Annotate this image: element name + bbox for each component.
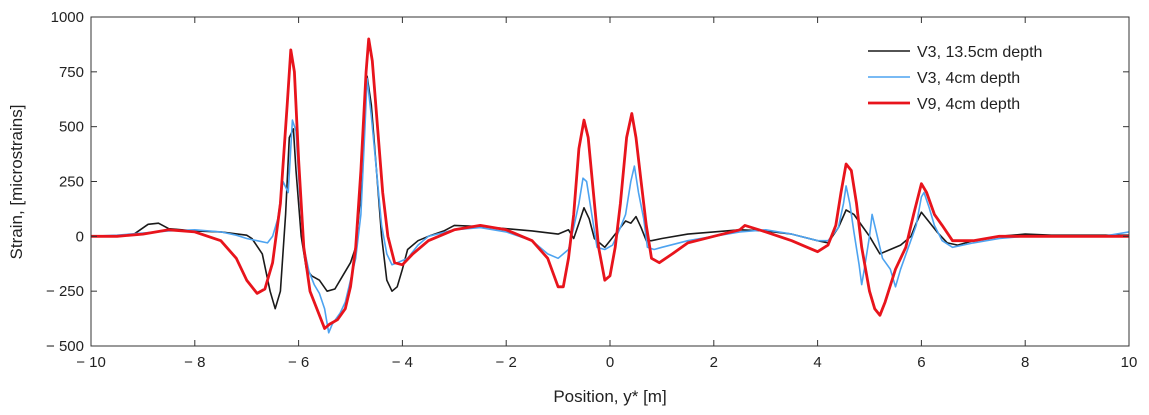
legend-label-3: V9, 4cm depth bbox=[917, 96, 1020, 113]
x-tick-label: 0 bbox=[606, 354, 614, 371]
legend: V3, 13.5cm depth V3, 4cm depth V9, 4cm dep… bbox=[868, 44, 1042, 113]
y-tick-label: − 500 bbox=[46, 338, 84, 355]
legend-label-2: V3, 4cm depth bbox=[917, 70, 1020, 87]
y-tick-label: 1000 bbox=[51, 9, 84, 26]
y-tick-label: 0 bbox=[76, 228, 84, 245]
x-tick-label: 10 bbox=[1121, 354, 1138, 371]
series-line-1 bbox=[91, 75, 1129, 310]
x-tick-label: 6 bbox=[917, 354, 925, 371]
y-tick-label: 500 bbox=[59, 119, 84, 136]
x-tick-label: − 10 bbox=[76, 354, 106, 371]
x-tick-label: − 4 bbox=[392, 354, 413, 371]
x-tick-label: 2 bbox=[710, 354, 718, 371]
y-tick-label: − 250 bbox=[46, 283, 84, 300]
legend-label-1: V3, 13.5cm depth bbox=[917, 44, 1042, 61]
x-tick-label: − 8 bbox=[184, 354, 205, 371]
x-tick-label: 4 bbox=[813, 354, 821, 371]
y-tick-label: 250 bbox=[59, 174, 84, 191]
y-axis-label: Strain, [microstrains] bbox=[7, 105, 26, 260]
x-axis-label: Position, y* [m] bbox=[553, 387, 666, 406]
series-layer bbox=[91, 37, 1129, 334]
x-tick-label: − 2 bbox=[496, 354, 517, 371]
axes-layer: − 10 − 8 − 6 − 4 − 2 0 2 4 6 8 10 − 500 − 250 0 250 500… bbox=[46, 9, 1137, 371]
x-tick-label: 8 bbox=[1021, 354, 1029, 371]
y-tick-label: 750 bbox=[59, 64, 84, 81]
plot-area bbox=[91, 17, 1129, 346]
series-line-3 bbox=[91, 37, 1129, 330]
x-tick-label: − 6 bbox=[288, 354, 309, 371]
plot-background bbox=[91, 17, 1129, 346]
